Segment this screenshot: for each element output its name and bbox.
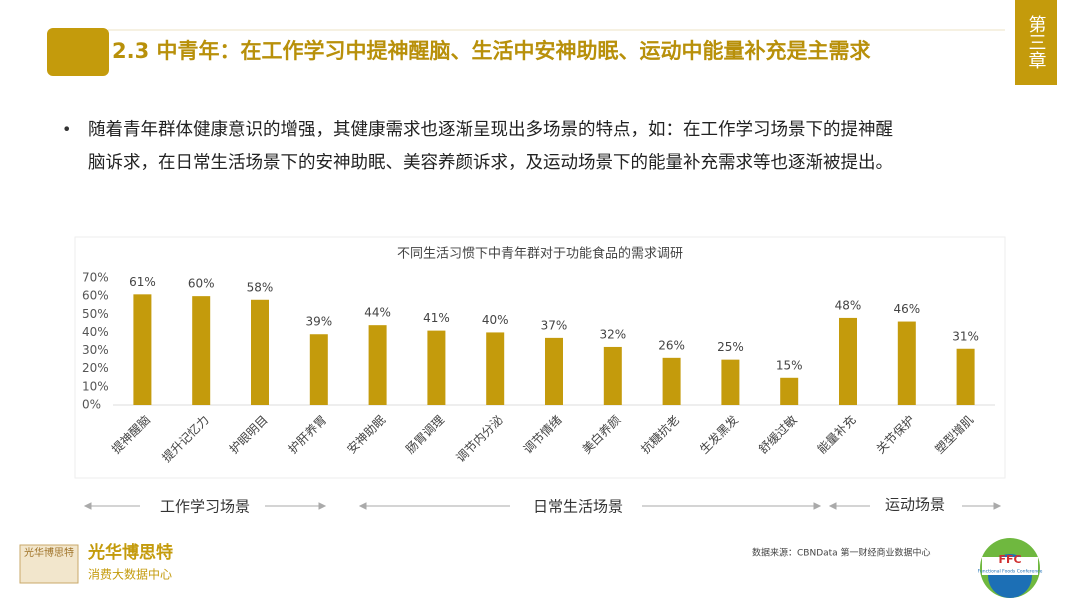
bar [721, 359, 740, 405]
value-label: 26% [658, 338, 685, 352]
bar [192, 296, 211, 405]
bar [603, 346, 622, 405]
y-tick-label: 50% [82, 307, 109, 321]
chapter-label: 第三章 [1026, 15, 1047, 69]
value-label: 37% [541, 318, 568, 332]
logo-sub: 消费大数据中心 [88, 567, 172, 582]
ffc-sub: Functional Foods Conference [978, 569, 1043, 575]
value-label: 40% [482, 313, 509, 327]
slide-title: 2.3 中青年：在工作学习中提神醒脑、生活中安神助眠、运动中能量补充是主需求 [112, 39, 871, 63]
header-block [47, 28, 109, 76]
value-label: 41% [423, 311, 450, 325]
bar [839, 317, 857, 405]
bar [368, 325, 387, 405]
value-label: 15% [776, 358, 803, 372]
y-tick-label: 70% [82, 271, 109, 285]
group-label: 工作学习场景 [160, 498, 250, 516]
bullet-text: 脑诉求，在日常生活场景下的安神助眠、美容养颜诉求，及运动场景下的能量补充需求等也… [88, 153, 893, 173]
group-label: 运动场景 [885, 496, 945, 514]
group-arrows [83, 502, 1002, 510]
logo-badge [19, 544, 79, 584]
bar [486, 332, 505, 405]
value-label: 31% [952, 329, 979, 343]
value-label: 61% [129, 275, 156, 289]
bar [427, 330, 446, 405]
value-label: 46% [893, 302, 920, 316]
logo-badge-text: 光华博思特 [24, 546, 74, 559]
group-label: 日常生活场景 [533, 498, 623, 516]
value-label: 32% [599, 327, 626, 341]
bullet-text: 随着青年群体健康意识的增强，其健康需求也逐渐呈现出多场景的特点，如：在工作学习场… [88, 120, 893, 140]
bar [251, 299, 269, 405]
y-tick-label: 0% [82, 398, 101, 412]
bullet-dot: • [62, 120, 71, 139]
value-label: 44% [364, 306, 391, 320]
value-label: 48% [835, 298, 862, 312]
value-label: 25% [717, 340, 744, 354]
y-tick-label: 10% [82, 379, 109, 393]
y-tick-label: 30% [82, 343, 109, 357]
bar [662, 357, 681, 405]
value-label: 60% [188, 277, 215, 291]
logo-name: 光华博思特 [87, 542, 173, 563]
bar [133, 294, 152, 405]
value-label: 39% [305, 315, 332, 329]
value-label: 58% [247, 280, 274, 294]
bar [956, 348, 975, 405]
chapter-tab [1015, 0, 1057, 85]
chart-title: 不同生活习惯下中青年群对于功能食品的需求调研 [397, 246, 683, 262]
bar [780, 377, 799, 405]
y-tick-label: 20% [82, 361, 109, 375]
source: 数据来源：CBNData 第一财经商业数据中心 [752, 547, 931, 559]
bar [897, 321, 916, 405]
ffc-band [982, 557, 1038, 575]
y-tick-label: 60% [82, 289, 109, 303]
ffc-title: FFC [998, 553, 1021, 566]
y-tick-label: 40% [82, 325, 109, 339]
bar [309, 334, 328, 405]
bar [545, 337, 563, 405]
